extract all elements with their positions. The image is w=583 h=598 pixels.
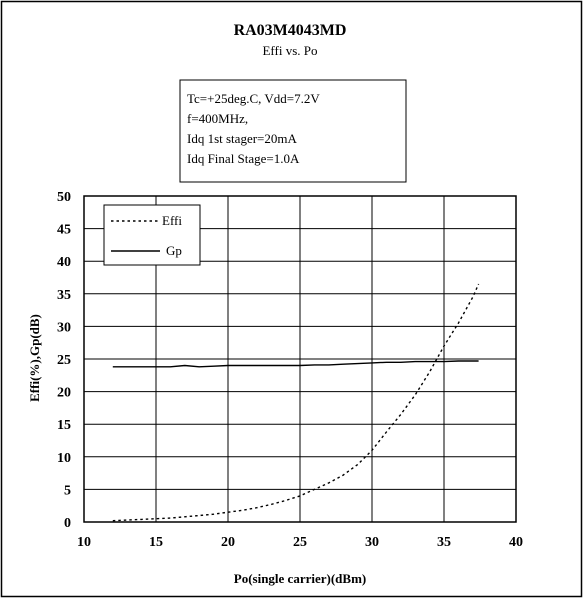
- x-tick-label: 40: [509, 535, 523, 550]
- y-tick-label: 20: [57, 386, 71, 401]
- legend: Effi Gp: [103, 204, 201, 266]
- y-tick-label: 5: [64, 483, 71, 498]
- conditions-box: Tc=+25deg.C, Vdd=7.2V f=400MHz, Idq 1st …: [179, 79, 407, 183]
- condition-line-4: Idq Final Stage=1.0A: [187, 151, 300, 166]
- series-line-effi: [112, 283, 480, 522]
- plot-area: 10 15 20 25 30 35 40 0 5 10 15 20 25 30 35 40 45 50: [57, 190, 523, 550]
- chart-title: RA03M4043MD: [234, 22, 347, 39]
- y-tick-label: 40: [57, 255, 71, 270]
- condition-line-3: Idq 1st stager=20mA: [187, 131, 297, 146]
- y-tick-label: 0: [64, 516, 71, 531]
- y-axis-label: Effi(%),Gp(dB): [27, 314, 42, 402]
- y-tick-label: 45: [57, 223, 71, 238]
- x-tick-label: 15: [149, 535, 163, 550]
- chart-subtitle: Effi vs. Po: [262, 43, 317, 58]
- y-tick-label: 25: [57, 353, 71, 368]
- x-tick-label: 35: [437, 535, 451, 550]
- x-tick-label: 20: [221, 535, 235, 550]
- y-tick-label: 30: [57, 320, 71, 335]
- plot-border: [83, 195, 517, 523]
- x-tick-labels: 10 15 20 25 30 35 40: [77, 535, 523, 550]
- condition-line-1: Tc=+25deg.C, Vdd=7.2V: [187, 91, 320, 106]
- y-tick-labels: 0 5 10 15 20 25 30 35 40 45 50: [57, 190, 71, 531]
- x-tick-label: 10: [77, 535, 91, 550]
- y-tick-label: 15: [57, 418, 71, 433]
- series-layer: [112, 283, 480, 522]
- x-axis-label: Po(single carrier)(dBm): [234, 571, 366, 586]
- condition-line-2: f=400MHz,: [187, 111, 248, 126]
- legend-gp-label: Gp: [166, 243, 182, 258]
- x-tick-label: 30: [365, 535, 379, 550]
- gridlines: [83, 195, 517, 523]
- legend-effi-label: Effi: [162, 213, 182, 228]
- x-tick-label: 25: [293, 535, 307, 550]
- y-tick-label: 35: [57, 288, 71, 303]
- y-tick-label: 10: [57, 451, 71, 466]
- y-tick-label: 50: [57, 190, 71, 205]
- legend-box: [103, 204, 201, 266]
- series-line-gp: [112, 360, 479, 368]
